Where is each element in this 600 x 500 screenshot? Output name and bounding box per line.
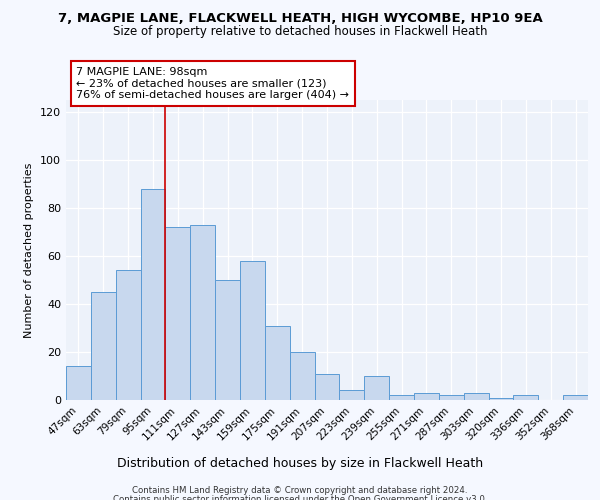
Text: Contains public sector information licensed under the Open Government Licence v3: Contains public sector information licen… (113, 495, 487, 500)
Text: Distribution of detached houses by size in Flackwell Heath: Distribution of detached houses by size … (117, 458, 483, 470)
Bar (66, 366, 91, 400)
Y-axis label: Number of detached properties: Number of detached properties (25, 162, 34, 338)
Text: Contains HM Land Registry data © Crown copyright and database right 2024.: Contains HM Land Registry data © Crown c… (132, 486, 468, 495)
Bar (215, 280, 240, 400)
Bar (414, 393, 439, 400)
Bar (240, 261, 265, 400)
Bar (364, 376, 389, 400)
Bar (439, 395, 464, 400)
Bar (116, 270, 140, 400)
Bar (265, 326, 290, 400)
Text: 7 MAGPIE LANE: 98sqm
← 23% of detached houses are smaller (123)
76% of semi-deta: 7 MAGPIE LANE: 98sqm ← 23% of detached h… (76, 67, 349, 100)
Bar (91, 292, 116, 400)
Bar (190, 225, 215, 400)
Bar (488, 398, 514, 400)
Bar (314, 374, 340, 400)
Bar (514, 395, 538, 400)
Bar (340, 390, 364, 400)
Text: Size of property relative to detached houses in Flackwell Heath: Size of property relative to detached ho… (113, 25, 487, 38)
Bar (166, 227, 190, 400)
Bar (140, 189, 166, 400)
Bar (290, 352, 314, 400)
Bar (464, 393, 488, 400)
Text: 7, MAGPIE LANE, FLACKWELL HEATH, HIGH WYCOMBE, HP10 9EA: 7, MAGPIE LANE, FLACKWELL HEATH, HIGH WY… (58, 12, 542, 26)
Bar (563, 395, 588, 400)
Bar (389, 395, 414, 400)
